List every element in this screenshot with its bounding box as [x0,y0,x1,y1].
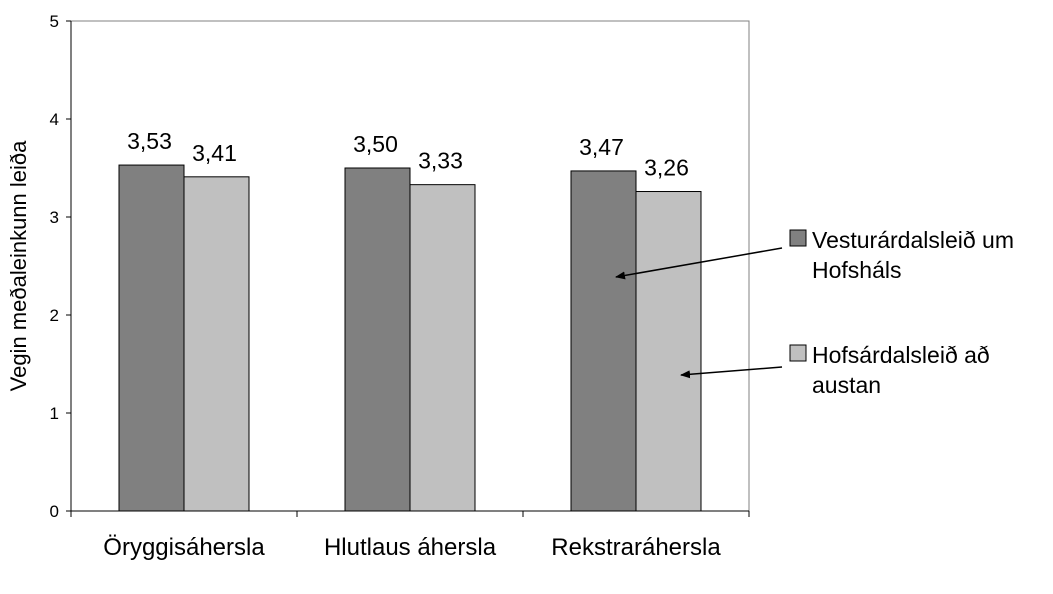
y-tick-label: 2 [50,306,59,325]
bar [183,176,250,512]
y-tick-label: 5 [50,12,59,31]
legend-swatch [789,229,807,247]
y-tick-label: 0 [50,502,59,521]
data-label: 3,33 [418,148,463,174]
annotation-arrow [680,366,783,379]
bar [118,164,185,512]
data-label: 3,26 [644,155,689,181]
legend-label: austan [812,372,881,398]
annotations [615,247,783,379]
bars [118,164,702,512]
bar [635,191,702,512]
y-tick-label: 3 [50,208,59,227]
y-tick-label: 1 [50,404,59,423]
annotation-arrow [615,247,783,280]
legend-label: Vesturárdalsleið um [812,227,1014,253]
y-tick-label: 4 [50,110,59,129]
data-label: 3,53 [127,128,172,154]
legend-label: Hofsárdalsleið að [812,342,990,368]
legend-label: Hofsháls [812,257,901,283]
x-tick-label: Hlutlaus áhersla [324,534,497,561]
data-label: 3,50 [353,131,398,157]
bar [344,167,411,512]
y-axis: 0 1 2 3 4 5 [50,12,72,521]
bar [570,170,637,512]
x-tick-label: Rekstraráhersla [551,534,721,561]
bar [409,184,476,512]
legend: Vesturárdalsleið um Hofsháls Hofsárdalslei… [789,227,1014,398]
x-tick-label: Öryggisáhersla [103,534,265,561]
data-label: 3,41 [192,140,237,166]
data-label: 3,47 [579,134,624,160]
legend-swatch [789,344,807,362]
value-labels: 3,53 3,50 3,47 3,41 3,33 3,26 [127,128,689,180]
y-axis-title: Vegin meðaleinkunn leiða [6,140,31,392]
x-axis: Öryggisáhersla Hlutlaus áhersla Rekstraráh… [70,510,750,561]
